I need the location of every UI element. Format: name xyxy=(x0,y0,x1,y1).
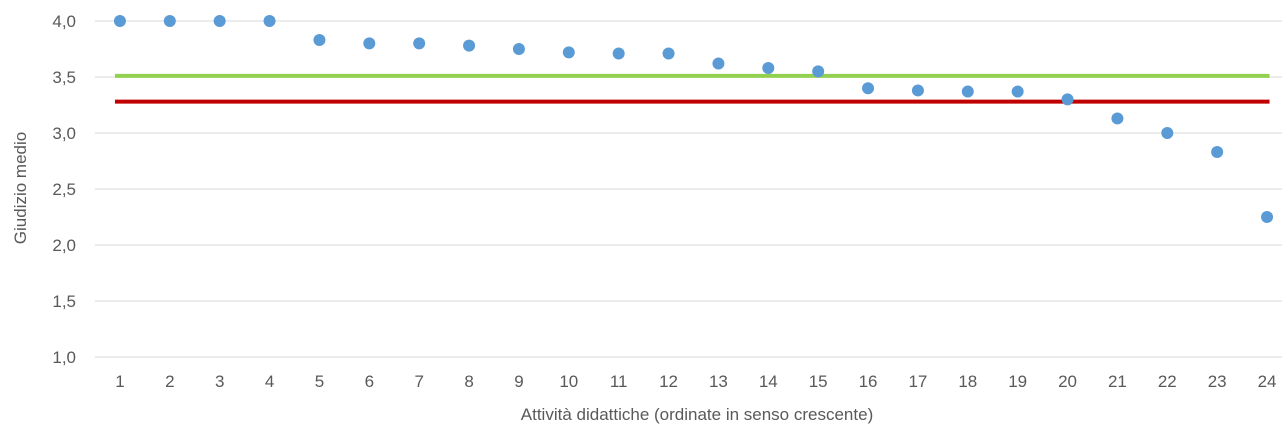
x-tick-label: 12 xyxy=(659,372,678,391)
data-point xyxy=(413,37,426,50)
data-point xyxy=(961,85,974,98)
data-point xyxy=(712,57,725,70)
data-point xyxy=(313,34,326,47)
x-tick-label: 5 xyxy=(315,372,324,391)
data-point xyxy=(1011,85,1024,98)
x-tick-label: 18 xyxy=(958,372,977,391)
x-tick-label: 10 xyxy=(559,372,578,391)
x-tick-label: 17 xyxy=(908,372,927,391)
grid-lines xyxy=(95,20,1282,358)
data-point xyxy=(463,39,476,52)
x-tick-label: 1 xyxy=(115,372,124,391)
data-point xyxy=(1261,211,1274,223)
data-point xyxy=(113,15,126,27)
x-tick-label: 11 xyxy=(610,372,628,391)
data-point xyxy=(512,43,525,55)
data-point xyxy=(1061,93,1074,106)
y-axis-title: Giudizio medio xyxy=(11,132,30,244)
x-tick-label: 24 xyxy=(1258,372,1277,391)
reference-lines xyxy=(114,73,1270,104)
data-point xyxy=(911,84,924,97)
x-tick-label: 14 xyxy=(759,372,778,391)
y-tick-label: 2,5 xyxy=(52,180,76,199)
y-tick-label: 2,0 xyxy=(52,236,76,255)
x-tick-label: 4 xyxy=(265,372,274,391)
data-point xyxy=(363,37,376,50)
x-tick-label: 21 xyxy=(1108,372,1127,391)
data-point xyxy=(1211,146,1224,159)
x-tick-label: 20 xyxy=(1058,372,1077,391)
data-point xyxy=(163,15,176,27)
data-point xyxy=(812,65,825,78)
data-point xyxy=(762,62,775,75)
data-points xyxy=(113,15,1274,223)
data-point xyxy=(213,15,226,27)
x-tick-label: 22 xyxy=(1158,372,1177,391)
y-axis-ticks: 1,0 1,5 2,0 2,5 3,0 3,5 4,0 xyxy=(52,12,76,367)
data-point xyxy=(662,47,675,60)
data-point xyxy=(263,15,276,27)
x-axis-title: Attività didattiche (ordinate in senso c… xyxy=(521,405,873,424)
x-tick-label: 6 xyxy=(365,372,374,391)
data-point xyxy=(1161,127,1174,139)
y-tick-label: 3,5 xyxy=(52,68,76,87)
y-tick-label: 1,0 xyxy=(52,348,76,367)
data-point xyxy=(612,47,625,60)
y-tick-label: 3,0 xyxy=(52,124,76,143)
x-tick-label: 8 xyxy=(464,372,473,391)
data-point xyxy=(562,46,575,59)
x-tick-label: 19 xyxy=(1008,372,1027,391)
x-tick-label: 2 xyxy=(165,372,174,391)
y-tick-label: 4,0 xyxy=(52,12,76,31)
x-tick-label: 23 xyxy=(1208,372,1227,391)
data-point xyxy=(1111,112,1124,125)
x-tick-label: 13 xyxy=(709,372,728,391)
x-tick-label: 7 xyxy=(414,372,423,391)
x-tick-label: 9 xyxy=(514,372,523,391)
x-tick-label: 16 xyxy=(859,372,878,391)
x-axis-ticks: 1 2 3 4 5 6 7 8 9 10 11 12 13 14 15 16 17 18 19 20 21 22 23 24 xyxy=(115,372,1276,391)
y-tick-label: 1,5 xyxy=(52,292,76,311)
data-point xyxy=(862,82,875,95)
x-tick-label: 3 xyxy=(215,372,224,391)
x-tick-label: 15 xyxy=(809,372,828,391)
